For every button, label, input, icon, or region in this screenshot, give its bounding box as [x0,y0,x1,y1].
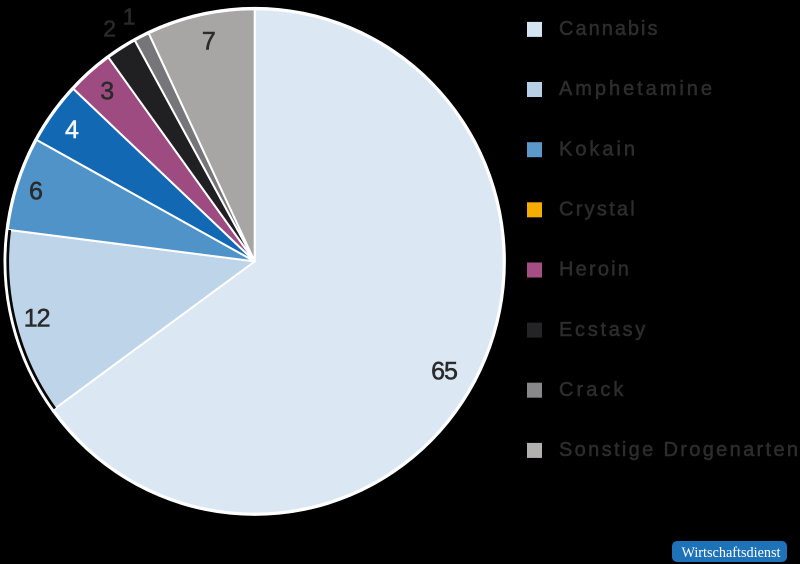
svg-text:6: 6 [29,178,42,206]
svg-text:Amphetamine: Amphetamine [559,78,715,100]
svg-text:4: 4 [65,116,79,144]
svg-text:12: 12 [24,304,50,332]
svg-text:2: 2 [103,16,115,42]
svg-text:Kokain: Kokain [559,138,638,160]
svg-text:7: 7 [202,27,215,55]
svg-text:Cannabis: Cannabis [559,18,660,40]
svg-text:Heroin: Heroin [559,259,631,281]
svg-text:Ecstasy: Ecstasy [559,319,648,341]
svg-text:Crystal: Crystal [559,199,637,221]
svg-text:Crack: Crack [559,379,626,401]
svg-text:1: 1 [123,3,135,29]
svg-text:65: 65 [431,357,457,385]
svg-text:3: 3 [100,77,113,105]
svg-text:Wirtschaftsdienst: Wirtschaftsdienst [682,544,782,561]
svg-text:Sonstige Drogenarten: Sonstige Drogenarten [559,439,800,461]
